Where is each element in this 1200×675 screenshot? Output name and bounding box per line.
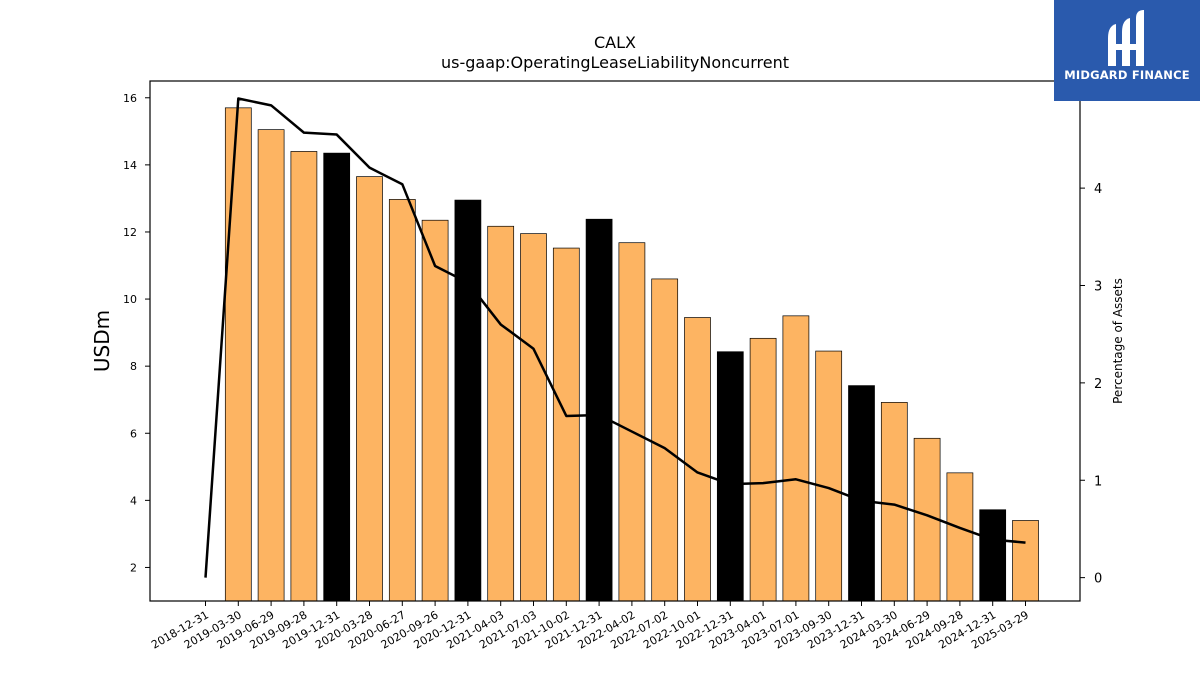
bar-2022-07-02	[651, 278, 679, 602]
bar-2025-03-29	[1012, 520, 1039, 602]
y2-axis-label: Percentage of Assets	[1111, 278, 1125, 404]
bar-2020-09-26	[421, 219, 449, 602]
y2-tick-label: 3	[1094, 279, 1102, 294]
line-group	[204, 97, 1026, 578]
y-tick-label: 16	[123, 92, 137, 105]
series-line	[204, 97, 1026, 578]
y-tick-label: 4	[130, 494, 137, 507]
bar-2023-07-01	[782, 315, 810, 602]
bar-2021-12-31	[585, 218, 613, 602]
bar-2019-03-30	[224, 107, 252, 602]
bar-2022-10-01	[684, 317, 711, 602]
midgard-logo-icon	[1108, 10, 1144, 66]
y-tick-label: 12	[123, 226, 137, 239]
bar-2023-12-31	[848, 385, 875, 602]
y2-tick-label: 1	[1094, 474, 1102, 489]
bar-2022-04-02	[618, 242, 646, 602]
bar-2024-03-30	[880, 402, 908, 602]
bar-2019-09-28	[290, 151, 318, 602]
x-axis: 2018-12-312019-03-302019-06-292019-09-28…	[149, 601, 1031, 652]
y-tick-label: 2	[130, 561, 137, 574]
y-axis: 2 4 6 8 10 12 14 16	[123, 92, 150, 574]
y2-tick-label: 2	[1094, 377, 1102, 392]
bars-group	[224, 107, 1039, 602]
bar-2021-10-02	[552, 247, 580, 602]
bar-2021-04-03	[487, 225, 515, 602]
y2-tick-label: 4	[1094, 182, 1102, 197]
bar-2020-06-27	[388, 199, 416, 602]
bar-2023-04-01	[749, 337, 777, 602]
y-tick-label: 14	[123, 159, 137, 172]
y-tick-label: 6	[130, 427, 137, 440]
brand-name: MIDGARD FINANCE	[1064, 68, 1190, 82]
y2-tick-label: 0	[1094, 572, 1102, 587]
bar-2020-12-31	[454, 199, 482, 602]
y2-axis: 012345	[1080, 85, 1102, 587]
y-axis-label: USDm	[90, 310, 114, 372]
bar-2019-06-29	[257, 129, 285, 602]
plot-frame	[149, 80, 1081, 602]
chart-subtitle: us-gaap:OperatingLeaseLiabilityNoncurren…	[441, 53, 789, 72]
bar-2024-09-28	[946, 472, 974, 602]
bar-2024-12-31	[979, 509, 1007, 602]
bar-2023-09-30	[815, 350, 843, 602]
y-tick-label: 8	[130, 360, 137, 373]
brand-logo: MIDGARD FINANCE	[1054, 0, 1200, 101]
y-tick-label: 10	[123, 293, 137, 306]
bar-2021-07-03	[520, 233, 547, 602]
chart-title: CALX	[594, 33, 636, 52]
bar-2022-12-31	[716, 351, 744, 602]
bar-2020-03-28	[356, 176, 383, 602]
bar-2019-12-31	[323, 152, 351, 602]
